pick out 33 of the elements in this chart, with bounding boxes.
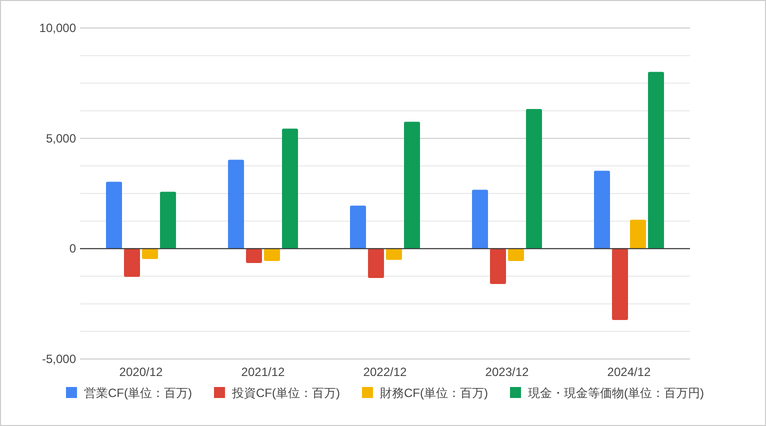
x-tick-label: 2020/12 xyxy=(119,365,164,379)
bar xyxy=(526,108,542,249)
bar xyxy=(160,192,176,249)
bar xyxy=(508,248,524,262)
bar xyxy=(472,190,488,249)
bar xyxy=(246,248,262,264)
bar xyxy=(142,248,158,260)
bar xyxy=(124,248,140,277)
bar xyxy=(386,248,402,260)
y-tick-label: -5,000 xyxy=(42,352,76,366)
x-tick-label: 2021/12 xyxy=(241,365,286,379)
legend-label: 財務CF(単位：百万) xyxy=(380,386,488,400)
bar xyxy=(404,122,420,249)
legend-label: 投資CF(単位：百万) xyxy=(231,386,340,400)
x-tick-label: 2022/12 xyxy=(363,365,408,379)
y-tick-label: 0 xyxy=(69,242,76,256)
bar xyxy=(612,248,628,320)
y-tick-label: 5,000 xyxy=(46,131,76,146)
bar xyxy=(648,72,664,249)
x-tick-label: 2024/12 xyxy=(607,365,652,379)
bar xyxy=(282,128,298,249)
legend-label: 営業CF(単位：百万) xyxy=(84,386,192,400)
bar xyxy=(490,248,506,284)
x-tick-label: 2023/12 xyxy=(485,365,530,379)
legend-label: 現金・現金等価物(単位：百万円) xyxy=(528,386,704,400)
y-tick-label: 10,000 xyxy=(39,21,76,35)
bar xyxy=(368,248,384,278)
bar xyxy=(228,160,244,249)
bar xyxy=(630,220,646,249)
bar xyxy=(264,248,280,262)
bar xyxy=(106,182,122,249)
bar xyxy=(594,170,610,249)
bar xyxy=(350,206,366,249)
